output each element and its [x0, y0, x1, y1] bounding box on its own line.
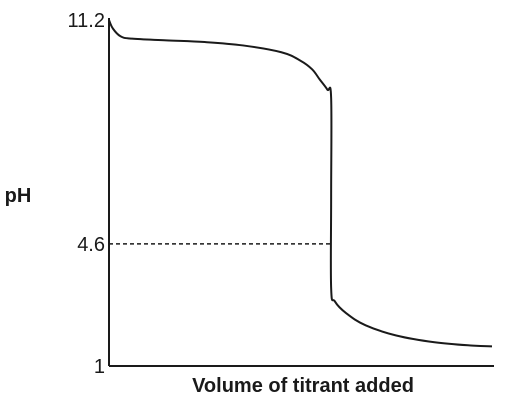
y-axis-label: pH — [5, 185, 32, 207]
x-axis-label: Volume of titrant added — [192, 375, 414, 397]
series-layer — [108, 19, 493, 348]
titration-curve — [108, 19, 493, 348]
y-tick-label: 4.6 — [77, 234, 105, 256]
y-tick-label: 1 — [94, 356, 105, 378]
y-tick-label: 11.2 — [68, 10, 105, 32]
axes — [108, 18, 494, 367]
y-tick-labels: 11.2 4.6 1 — [68, 10, 105, 378]
